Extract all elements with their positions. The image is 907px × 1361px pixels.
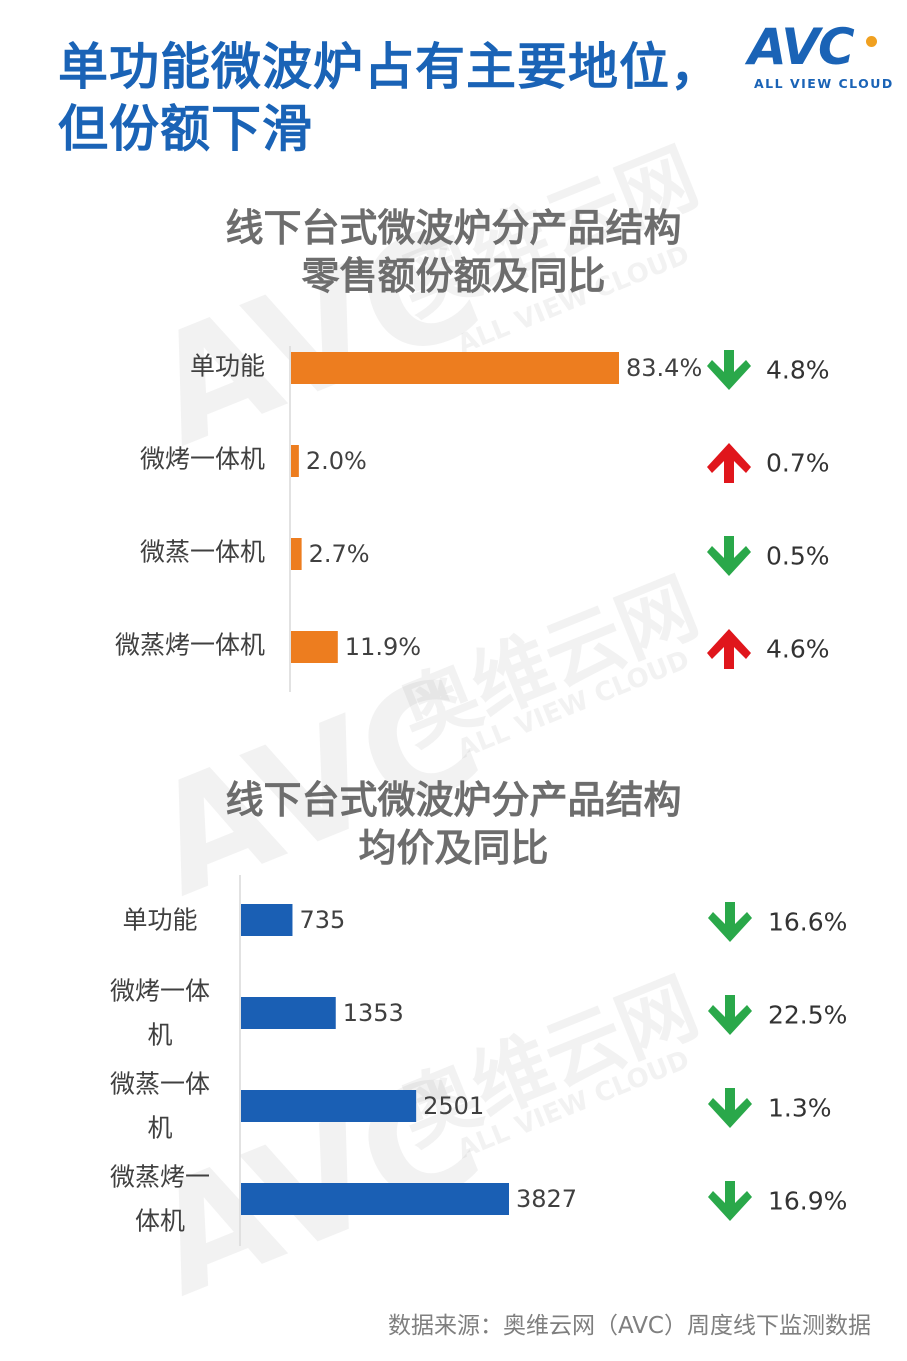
chart2-yoy-label: 1.3%: [768, 1094, 832, 1123]
chart1-up-arrow-icon: [707, 443, 751, 483]
chart1-category-label: 微蒸一体机: [140, 538, 265, 567]
chart2-title: 线下台式微波炉分产品结构 均价及同比: [0, 776, 907, 872]
chart2-bar: [241, 1183, 509, 1215]
chart2-down-arrow-icon: [708, 1088, 752, 1128]
chart1-bar: [291, 538, 302, 570]
chart2-category-label: 微蒸一体: [110, 1070, 210, 1099]
chart2-yoy-label: 22.5%: [768, 1001, 847, 1030]
chart2-value-label: 2501: [423, 1092, 484, 1120]
chart2-value-label: 3827: [516, 1185, 577, 1213]
chart2-title-line1: 线下台式微波炉分产品结构: [225, 778, 682, 822]
chart1-bar: [291, 631, 338, 663]
chart2-title-line2: 均价及同比: [358, 826, 549, 870]
chart1-yoy-label: 4.8%: [766, 356, 830, 385]
chart2-value-label: 1353: [343, 999, 404, 1027]
chart1-category-label: 单功能: [190, 352, 265, 381]
chart1-title-line2: 零售额份额及同比: [301, 254, 606, 298]
chart1-yoy-label: 0.7%: [766, 449, 830, 478]
chart2-category-label: 体机: [135, 1207, 185, 1236]
chart2-category-label: 机: [147, 1021, 172, 1050]
chart2-category-label: 微烤一体: [110, 977, 210, 1006]
chart2-down-arrow-icon: [708, 902, 752, 942]
chart2-yoy-label: 16.9%: [768, 1187, 847, 1216]
chart1-title-line1: 线下台式微波炉分产品结构: [225, 206, 682, 250]
chart1-value-label: 2.0%: [306, 447, 367, 475]
chart1-category-label: 微烤一体机: [140, 445, 265, 474]
chart1-value-label: 83.4%: [626, 354, 702, 382]
chart2-yoy-label: 16.6%: [768, 908, 847, 937]
logo-dot-icon: [866, 36, 877, 47]
chart2-bar: [241, 1090, 417, 1122]
data-source: 数据来源：奥维云网（AVC）周度线下监测数据: [387, 1313, 871, 1339]
chart2-value-label: 735: [299, 906, 345, 934]
chart1-up-arrow-icon: [707, 629, 751, 669]
chart1-bar: [291, 352, 619, 384]
avc-logo: AVC ALL VIEW CLOUD: [748, 18, 892, 95]
chart1-down-arrow-icon: [707, 536, 751, 576]
chart2-category-label: 微蒸烤一: [110, 1163, 210, 1192]
logo-subtitle: ALL VIEW CLOUD: [754, 76, 894, 91]
headline-line2: 但份额下滑: [58, 100, 313, 158]
chart1-category-label: 微蒸烤一体机: [115, 631, 265, 660]
chart2-down-arrow-icon: [708, 1181, 752, 1221]
chart2-bar: [241, 997, 336, 1029]
page-headline: 单功能微波炉占有主要地位， 但份额下滑: [58, 36, 758, 160]
logo-text: AVC: [748, 18, 855, 76]
headline-line1: 单功能微波炉占有主要地位，: [58, 38, 721, 96]
chart1-title: 线下台式微波炉分产品结构 零售额份额及同比: [0, 204, 907, 300]
chart1-value-label: 2.7%: [309, 540, 370, 568]
chart1-value-label: 11.9%: [345, 633, 421, 661]
chart1-down-arrow-icon: [707, 350, 751, 390]
chart2-category-label: 机: [147, 1114, 172, 1143]
chart1-yoy-label: 0.5%: [766, 542, 830, 571]
chart2-down-arrow-icon: [708, 995, 752, 1035]
chart2-bar: [241, 904, 293, 936]
chart2-category-label: 单功能: [122, 906, 197, 935]
chart1-bar: [291, 445, 299, 477]
chart1-yoy-label: 4.6%: [766, 635, 830, 664]
